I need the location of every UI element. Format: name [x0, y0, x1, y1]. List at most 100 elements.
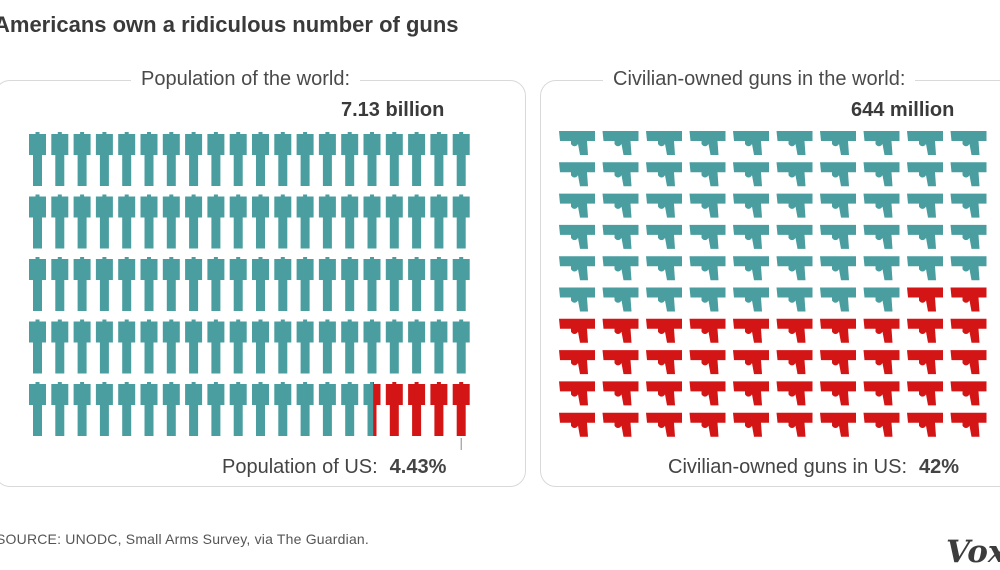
handgun-icon	[733, 381, 769, 406]
handgun-icon	[733, 318, 769, 343]
handgun-icon	[646, 412, 682, 437]
person-icon	[430, 132, 448, 186]
population-panel: Population of the world: 7.13 billion Po…	[0, 68, 526, 487]
person-icon	[118, 132, 136, 186]
person-icon	[363, 257, 381, 311]
population-title: Population of the world:	[131, 68, 361, 91]
handgun-icon	[950, 318, 987, 343]
handgun-icon	[907, 193, 943, 218]
handgun-icon	[776, 256, 813, 281]
population-total: 7.13 billion	[341, 99, 445, 121]
handgun-icon	[733, 162, 769, 187]
handgun-icon	[820, 318, 856, 343]
handgun-icon	[820, 412, 856, 437]
guns-panel: Civilian-owned guns in the world: 644 mi…	[540, 68, 1000, 487]
handgun-icon	[863, 350, 900, 375]
handgun-icon	[863, 381, 900, 406]
handgun-icon	[907, 131, 943, 155]
handgun-icon	[907, 224, 943, 249]
us-population-caption: Population of US: 4.43%	[222, 456, 446, 479]
person-icon	[207, 194, 225, 249]
handgun-icon	[602, 412, 639, 437]
handgun-icon	[559, 381, 595, 406]
handgun-icon	[689, 412, 726, 437]
person-icon	[430, 194, 448, 249]
person-icon	[274, 382, 292, 436]
person-icon	[363, 319, 381, 374]
person-icon	[452, 257, 470, 311]
handgun-icon	[689, 162, 726, 187]
handgun-icon	[863, 256, 900, 281]
handgun-icon	[602, 287, 639, 312]
person-icon	[95, 382, 113, 436]
person-icon	[118, 194, 136, 249]
person-icon	[118, 382, 136, 436]
person-icon	[296, 132, 314, 186]
handgun-icon	[776, 131, 813, 155]
person-icon	[318, 382, 336, 436]
person-icon	[229, 319, 247, 374]
handgun-icon	[689, 287, 726, 312]
person-icon	[318, 319, 336, 374]
handgun-icon	[863, 287, 900, 312]
handgun-icon	[950, 287, 987, 312]
person-icon	[296, 382, 314, 436]
handgun-icon	[950, 162, 987, 187]
person-icon	[363, 132, 381, 186]
person-icon	[207, 319, 225, 374]
guns-title: Civilian-owned guns in the world:	[603, 68, 916, 91]
handgun-icon	[559, 193, 595, 218]
person-icon	[73, 132, 91, 186]
person-icon	[118, 257, 136, 311]
handgun-icon	[863, 318, 900, 343]
person-icon	[274, 257, 292, 311]
person-icon	[29, 382, 46, 436]
person-icon	[95, 319, 113, 374]
handgun-icon	[602, 131, 639, 155]
handgun-icon	[776, 162, 813, 187]
person-icon	[408, 319, 426, 374]
handgun-icon	[950, 256, 987, 281]
handgun-icon	[646, 224, 682, 249]
person-icon	[430, 257, 448, 311]
person-icon	[162, 194, 180, 249]
handgun-icon	[602, 350, 639, 375]
handgun-icon	[689, 350, 726, 375]
person-icon	[73, 257, 91, 311]
person-icon	[29, 194, 46, 249]
person-icon	[318, 194, 336, 249]
handgun-icon	[689, 318, 726, 343]
handgun-icon	[559, 131, 595, 155]
person-icon	[430, 382, 448, 436]
person-icon	[185, 194, 203, 249]
handgun-icon	[863, 131, 900, 155]
person-icon	[296, 194, 314, 249]
person-icon	[385, 132, 403, 186]
handgun-icon	[863, 412, 900, 437]
handgun-icon	[820, 287, 856, 312]
person-icon	[408, 194, 426, 249]
handgun-icon	[602, 224, 639, 249]
handgun-icon	[733, 412, 769, 437]
handgun-icon	[820, 381, 856, 406]
person-icon	[274, 194, 292, 249]
handgun-icon	[646, 287, 682, 312]
handgun-icon	[646, 318, 682, 343]
handgun-icon	[733, 131, 769, 155]
handgun-icon	[950, 193, 987, 218]
handgun-icon	[776, 224, 813, 249]
handgun-icon	[950, 131, 987, 155]
person-icon	[51, 132, 69, 186]
person-icon	[73, 382, 91, 436]
handgun-icon	[820, 131, 856, 155]
person-icon	[29, 257, 46, 311]
handgun-icon	[820, 162, 856, 187]
person-icon	[318, 132, 336, 186]
population-pictograph	[29, 132, 470, 450]
person-icon	[341, 257, 359, 311]
handgun-icon	[907, 412, 943, 437]
person-icon	[452, 132, 470, 186]
person-icon	[51, 319, 69, 374]
person-icon	[318, 257, 336, 311]
handgun-icon	[559, 412, 595, 437]
